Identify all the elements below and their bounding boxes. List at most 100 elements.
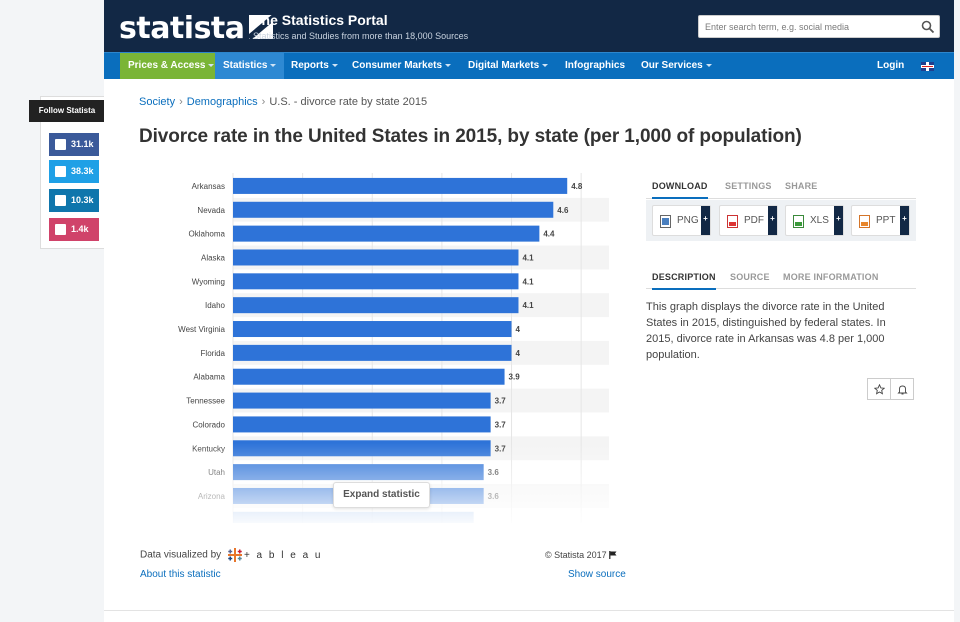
search-input[interactable]	[699, 16, 909, 37]
data-label: 4	[516, 325, 521, 334]
tab-description[interactable]: DESCRIPTION	[652, 270, 716, 290]
xls-button[interactable]: XLS +	[785, 205, 844, 236]
twitter-button[interactable]: 38.3k	[49, 160, 99, 183]
data-label: 3.7	[495, 397, 507, 406]
download-buttons: PNG + PDF + XLS + PPT +	[646, 200, 916, 241]
data-label: 4.8	[571, 182, 583, 191]
bar-arkansas[interactable]	[233, 177, 568, 194]
tab-download[interactable]: DOWNLOAD	[652, 179, 708, 199]
tab-share[interactable]: SHARE	[785, 181, 818, 191]
logo-text: statista	[119, 11, 245, 46]
flag-icon[interactable]	[608, 551, 617, 559]
category-label: Utah	[208, 468, 225, 477]
data-label: 3.7	[495, 420, 507, 429]
category-label: Alabama	[193, 373, 225, 382]
nav-label: Consumer Markets	[352, 60, 443, 71]
data-label: 4.1	[522, 253, 534, 262]
pdf-plus-icon[interactable]: +	[768, 206, 777, 235]
portal-heading: The Statistics Portal Statistics and Stu…	[253, 12, 468, 41]
data-label: 3.6	[488, 468, 500, 477]
nav-reports[interactable]: Reports	[283, 53, 346, 79]
xls-plus-icon[interactable]: +	[834, 206, 843, 235]
category-label: Idaho	[205, 301, 226, 310]
main-content: Society › Demographics › U.S. - divorce rate…	[104, 79, 954, 610]
show-source-link[interactable]: Show source	[568, 569, 626, 580]
portal-title: The Statistics Portal	[253, 12, 388, 28]
bar-kentucky[interactable]	[233, 440, 491, 457]
bar-tennessee[interactable]	[233, 392, 491, 409]
data-label: 4	[516, 349, 521, 358]
category-label: Nevada	[197, 206, 225, 215]
nav-infographics[interactable]: Infographics	[557, 53, 633, 79]
pdf-file-icon	[727, 215, 738, 228]
chevron-down-icon	[705, 63, 712, 67]
bar-idaho[interactable]	[233, 297, 519, 314]
png-button[interactable]: PNG +	[652, 205, 711, 236]
data-visualized-label: Data visualized by	[140, 549, 222, 561]
chevron-down-icon	[445, 63, 452, 67]
favorite-button[interactable]	[867, 378, 891, 400]
category-label: Oklahoma	[189, 230, 226, 239]
nav-digital-markets[interactable]: Digital Markets	[460, 53, 556, 79]
bar-alabama[interactable]	[233, 368, 505, 385]
nav-label: Prices & Access	[128, 60, 206, 71]
expand-statistic-button[interactable]: Expand statistic	[333, 482, 430, 508]
bar-chart: Arkansas 4.8 Nevada 4.6 Oklahoma 4.4 Alaska 4.1…	[178, 173, 609, 523]
bell-icon	[896, 385, 908, 395]
nav-statistics[interactable]: Statistics	[215, 53, 285, 79]
facebook-button[interactable]: 31.1k	[49, 133, 99, 156]
bar-colorado[interactable]	[233, 416, 491, 433]
bar-wyoming[interactable]	[233, 273, 519, 290]
twitter-icon	[55, 166, 66, 177]
bar-utah[interactable]	[233, 464, 484, 481]
breadcrumb-demographics[interactable]: Demographics	[186, 96, 258, 108]
nav-consumer-markets[interactable]: Consumer Markets	[344, 53, 459, 79]
tab-more-information[interactable]: MORE INFORMATION	[783, 272, 879, 282]
bar-oklahoma[interactable]	[233, 225, 540, 242]
copyright-text: © Statista 2017	[545, 550, 607, 560]
tableau-logo-icon[interactable]	[227, 548, 242, 562]
download-tabs: DOWNLOAD SETTINGS SHARE	[646, 179, 916, 199]
bar-nevada[interactable]	[233, 201, 554, 218]
pdf-button[interactable]: PDF +	[719, 205, 778, 236]
ppt-button[interactable]: PPT +	[851, 205, 910, 236]
png-plus-icon[interactable]: +	[701, 206, 710, 235]
category-label: Kentucky	[192, 444, 225, 453]
nav-our-services[interactable]: Our Services	[633, 53, 720, 79]
ppt-file-icon	[859, 215, 870, 228]
linkedin-button[interactable]: 10.3k	[49, 189, 99, 212]
alert-button[interactable]	[890, 378, 914, 400]
ppt-plus-icon[interactable]: +	[900, 206, 909, 235]
linkedin-count: 10.3k	[71, 195, 94, 205]
bar-west-virginia[interactable]	[233, 321, 512, 338]
nav-prices-access[interactable]: Prices & Access	[120, 53, 223, 79]
instagram-button[interactable]: 1.4k	[49, 218, 99, 241]
category-label: Arizona	[198, 492, 226, 501]
facebook-icon	[55, 139, 66, 150]
bar-alaska[interactable]	[233, 249, 519, 266]
search-box	[698, 15, 940, 38]
copyright: © Statista 2017	[545, 550, 617, 560]
page-footer-strip	[104, 610, 954, 622]
category-label: Tennessee	[186, 397, 225, 406]
png-label: PNG	[677, 215, 699, 226]
nav-label: Statistics	[223, 60, 268, 71]
tab-source[interactable]: SOURCE	[730, 272, 770, 282]
category-label: Arkansas	[192, 182, 225, 191]
bar-florida[interactable]	[233, 344, 512, 361]
nav-label: Digital Markets	[468, 60, 540, 71]
xls-label: XLS	[810, 215, 829, 226]
uk-flag-icon[interactable]	[921, 62, 934, 71]
breadcrumb-society[interactable]: Society	[139, 96, 176, 108]
about-statistic-link[interactable]: About this statistic	[140, 569, 221, 580]
login-link[interactable]: Login	[877, 60, 905, 71]
category-label: Wyoming	[192, 277, 225, 286]
twitter-count: 38.3k	[71, 166, 94, 176]
search-icon[interactable]	[921, 20, 935, 34]
category-label: Alaska	[201, 253, 226, 262]
statista-logo[interactable]: statista	[119, 11, 273, 46]
bar-truncated	[233, 511, 474, 523]
data-label: 4.4	[543, 230, 555, 239]
breadcrumb-separator: ›	[179, 96, 183, 108]
tab-settings[interactable]: SETTINGS	[725, 181, 772, 191]
